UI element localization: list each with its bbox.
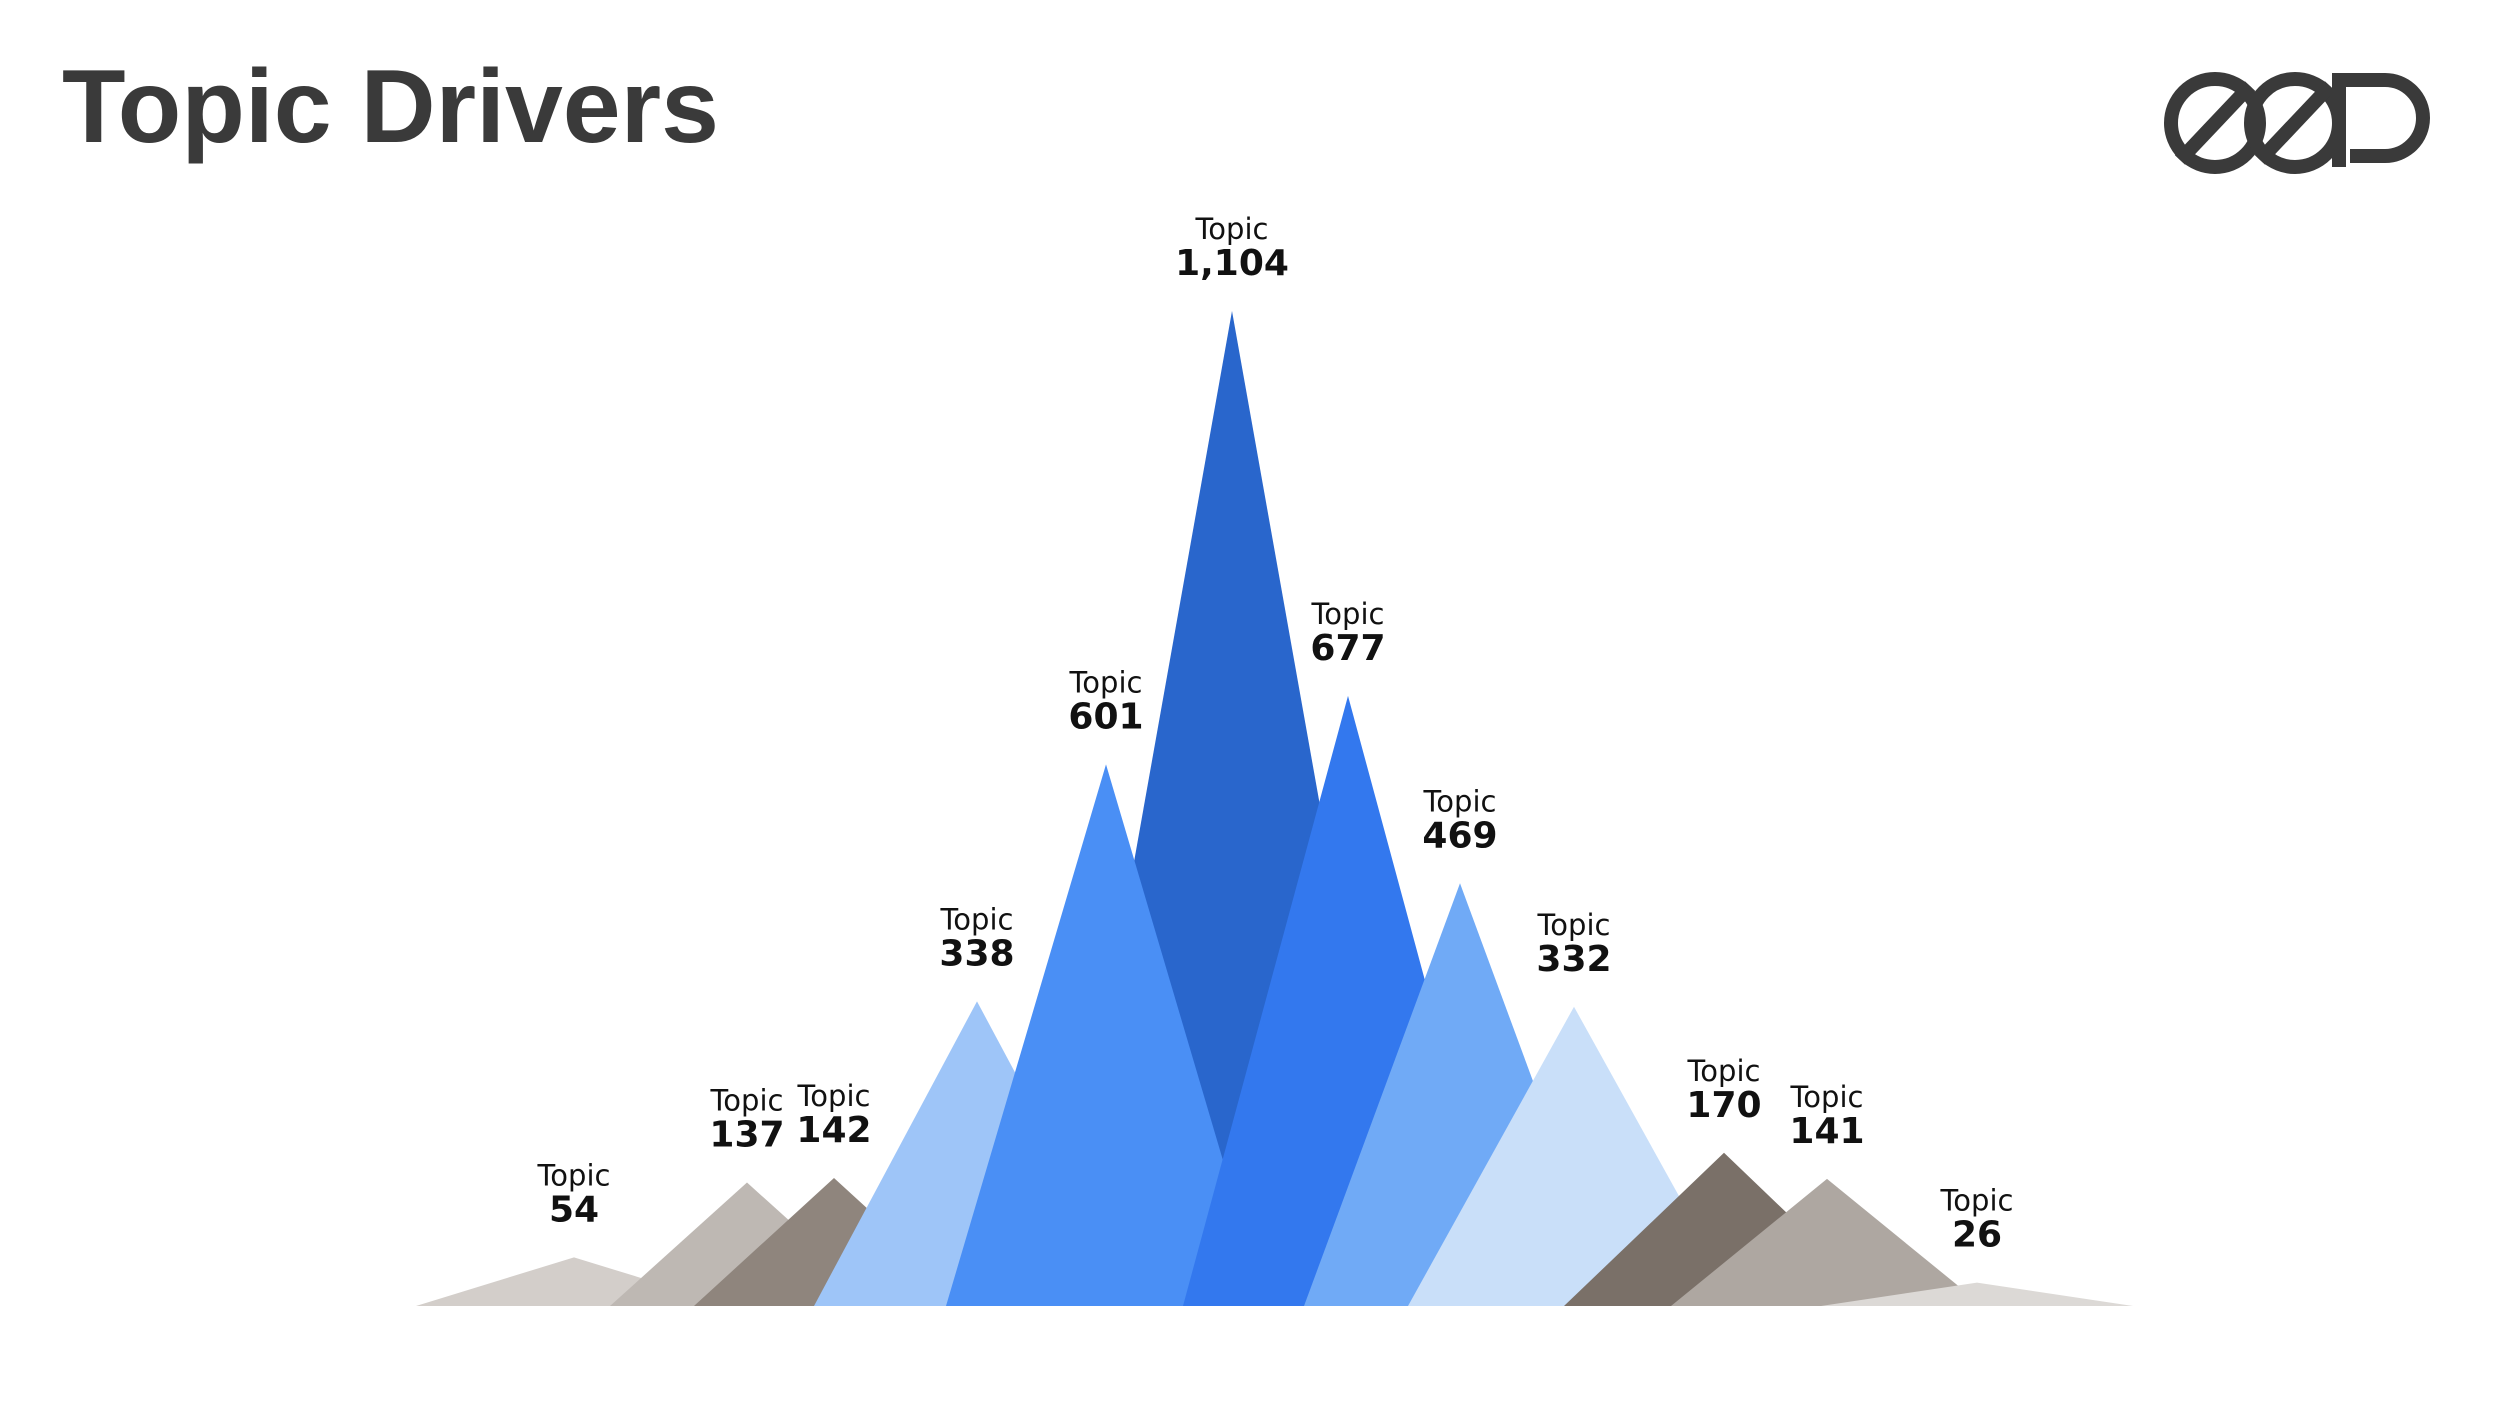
logo xyxy=(2164,72,2430,174)
category-label: Topic xyxy=(710,1084,784,1118)
chart-title: Topic Drivers xyxy=(62,49,719,165)
value-label: 601 xyxy=(1068,696,1143,737)
value-label: 141 xyxy=(1789,1111,1864,1152)
category-label: Topic xyxy=(1423,784,1497,818)
value-label: 332 xyxy=(1536,939,1611,980)
value-label: 137 xyxy=(709,1115,784,1156)
category-label: Topic xyxy=(1790,1080,1864,1114)
mountain xyxy=(946,764,1266,1306)
logo-ring xyxy=(2164,72,2266,174)
logo-stroke xyxy=(2174,81,2256,165)
value-label: 469 xyxy=(1422,815,1497,856)
category-label: Topic xyxy=(1687,1054,1761,1088)
mountain xyxy=(1671,1178,1983,1306)
category-label: Topic xyxy=(1069,665,1143,699)
value-label: 677 xyxy=(1310,628,1385,669)
category-label: Topic xyxy=(1537,908,1611,942)
category-label: Topic xyxy=(940,902,1014,936)
category-label: Topic xyxy=(1940,1184,2014,1218)
category-label: Topic xyxy=(1311,597,1385,631)
value-label: 170 xyxy=(1686,1085,1761,1126)
value-label: 142 xyxy=(796,1110,871,1151)
value-label: 54 xyxy=(549,1189,599,1230)
category-label: Topic xyxy=(537,1158,611,1192)
logo-p xyxy=(2332,73,2430,167)
category-label: Topic xyxy=(797,1079,871,1113)
logo-stroke xyxy=(2254,81,2336,165)
value-label: 26 xyxy=(1952,1215,2002,1256)
category-label: Topic xyxy=(1195,212,1269,246)
mountain xyxy=(1821,1282,2133,1306)
value-label: 1,104 xyxy=(1175,243,1289,284)
value-label: 338 xyxy=(939,933,1014,974)
